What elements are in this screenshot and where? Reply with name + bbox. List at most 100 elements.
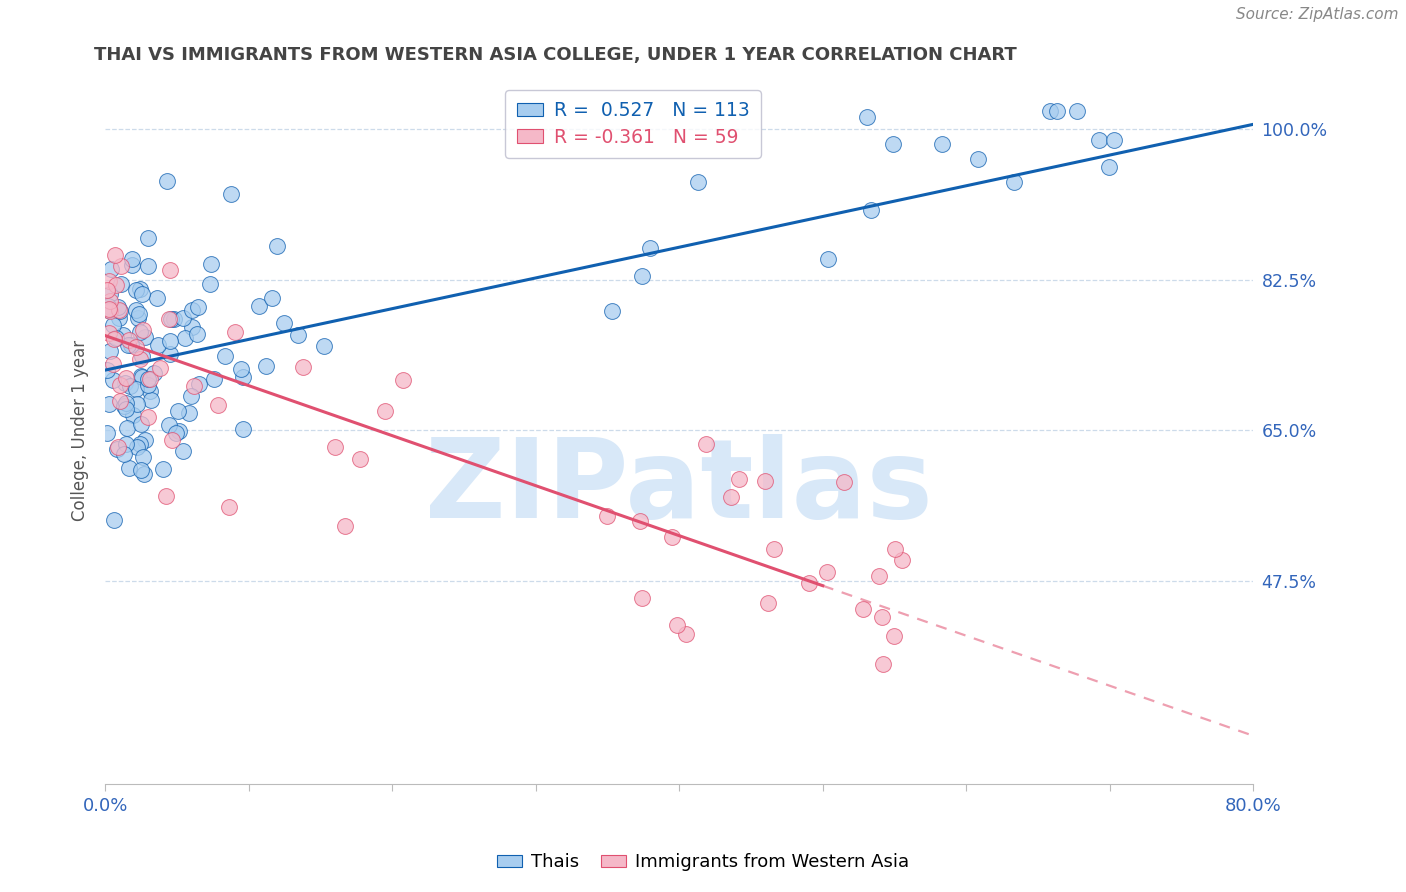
- Point: [131, 287, 153, 301]
- Point: [100, 304, 122, 318]
- Point: [115, 371, 138, 385]
- Point: [882, 137, 904, 152]
- Point: [180, 389, 202, 403]
- Point: [97, 302, 120, 317]
- Point: [110, 304, 132, 318]
- Point: [108, 303, 131, 318]
- Point: [125, 382, 148, 396]
- Point: [98, 287, 121, 301]
- Point: [187, 376, 209, 391]
- Point: [115, 396, 138, 410]
- Text: THAI VS IMMIGRANTS FROM WESTERN ASIA COLLEGE, UNDER 1 YEAR CORRELATION CHART: THAI VS IMMIGRANTS FROM WESTERN ASIA COL…: [94, 46, 1017, 64]
- Point: [156, 174, 179, 188]
- Point: [129, 417, 152, 431]
- Point: [756, 596, 779, 610]
- Point: [628, 515, 651, 529]
- Point: [815, 565, 838, 579]
- Point: [114, 376, 136, 390]
- Point: [134, 330, 156, 344]
- Point: [600, 304, 623, 318]
- Point: [884, 541, 907, 556]
- Point: [139, 392, 162, 407]
- Point: [868, 568, 890, 582]
- Point: [97, 299, 120, 313]
- Point: [160, 311, 183, 326]
- Point: [131, 349, 153, 363]
- Point: [131, 369, 153, 384]
- Point: [1046, 104, 1069, 119]
- Point: [134, 434, 156, 448]
- Point: [852, 602, 875, 616]
- Point: [149, 361, 172, 376]
- Point: [349, 451, 371, 466]
- Point: [103, 332, 125, 346]
- Point: [314, 339, 336, 353]
- Point: [661, 531, 683, 545]
- Point: [872, 610, 894, 624]
- Point: [100, 261, 122, 276]
- Point: [136, 259, 159, 273]
- Point: [666, 618, 689, 632]
- Point: [110, 277, 132, 291]
- Point: [121, 408, 143, 422]
- Point: [856, 110, 879, 124]
- Point: [112, 328, 135, 343]
- Point: [720, 491, 742, 505]
- Point: [754, 475, 776, 489]
- Point: [872, 657, 894, 672]
- Point: [817, 252, 839, 266]
- Point: [173, 330, 195, 344]
- Point: [125, 440, 148, 454]
- Point: [688, 175, 710, 189]
- Point: [157, 418, 180, 433]
- Point: [1039, 104, 1062, 119]
- Point: [98, 344, 121, 359]
- Point: [107, 440, 129, 454]
- Text: Source: ZipAtlas.com: Source: ZipAtlas.com: [1236, 7, 1399, 22]
- Point: [136, 372, 159, 386]
- Point: [218, 500, 240, 514]
- Point: [118, 461, 141, 475]
- Point: [254, 359, 277, 373]
- Point: [232, 422, 254, 436]
- Point: [763, 541, 786, 556]
- Point: [202, 371, 225, 385]
- Point: [374, 403, 396, 417]
- Point: [96, 362, 118, 376]
- Point: [931, 136, 953, 151]
- Point: [325, 440, 347, 454]
- Point: [98, 326, 121, 340]
- Point: [103, 318, 125, 332]
- Point: [127, 311, 149, 326]
- Point: [128, 325, 150, 339]
- Point: [98, 301, 121, 316]
- Point: [224, 325, 246, 339]
- Point: [103, 357, 125, 371]
- Point: [207, 399, 229, 413]
- Point: [114, 401, 136, 416]
- Point: [247, 299, 270, 313]
- Point: [160, 433, 183, 447]
- Point: [728, 472, 751, 486]
- Point: [110, 377, 132, 392]
- Point: [120, 338, 142, 352]
- Point: [883, 629, 905, 643]
- Point: [162, 312, 184, 326]
- Point: [125, 283, 148, 297]
- Point: [172, 310, 194, 325]
- Point: [108, 311, 131, 326]
- Point: [596, 509, 619, 524]
- Point: [104, 331, 127, 345]
- Point: [219, 186, 242, 201]
- Point: [98, 396, 121, 410]
- Point: [139, 372, 162, 386]
- Point: [638, 241, 661, 255]
- Point: [180, 303, 202, 318]
- Point: [136, 230, 159, 244]
- Point: [1102, 133, 1125, 147]
- Point: [104, 248, 127, 262]
- Point: [179, 406, 201, 420]
- Point: [96, 426, 118, 441]
- Point: [834, 475, 856, 490]
- Point: [333, 519, 356, 533]
